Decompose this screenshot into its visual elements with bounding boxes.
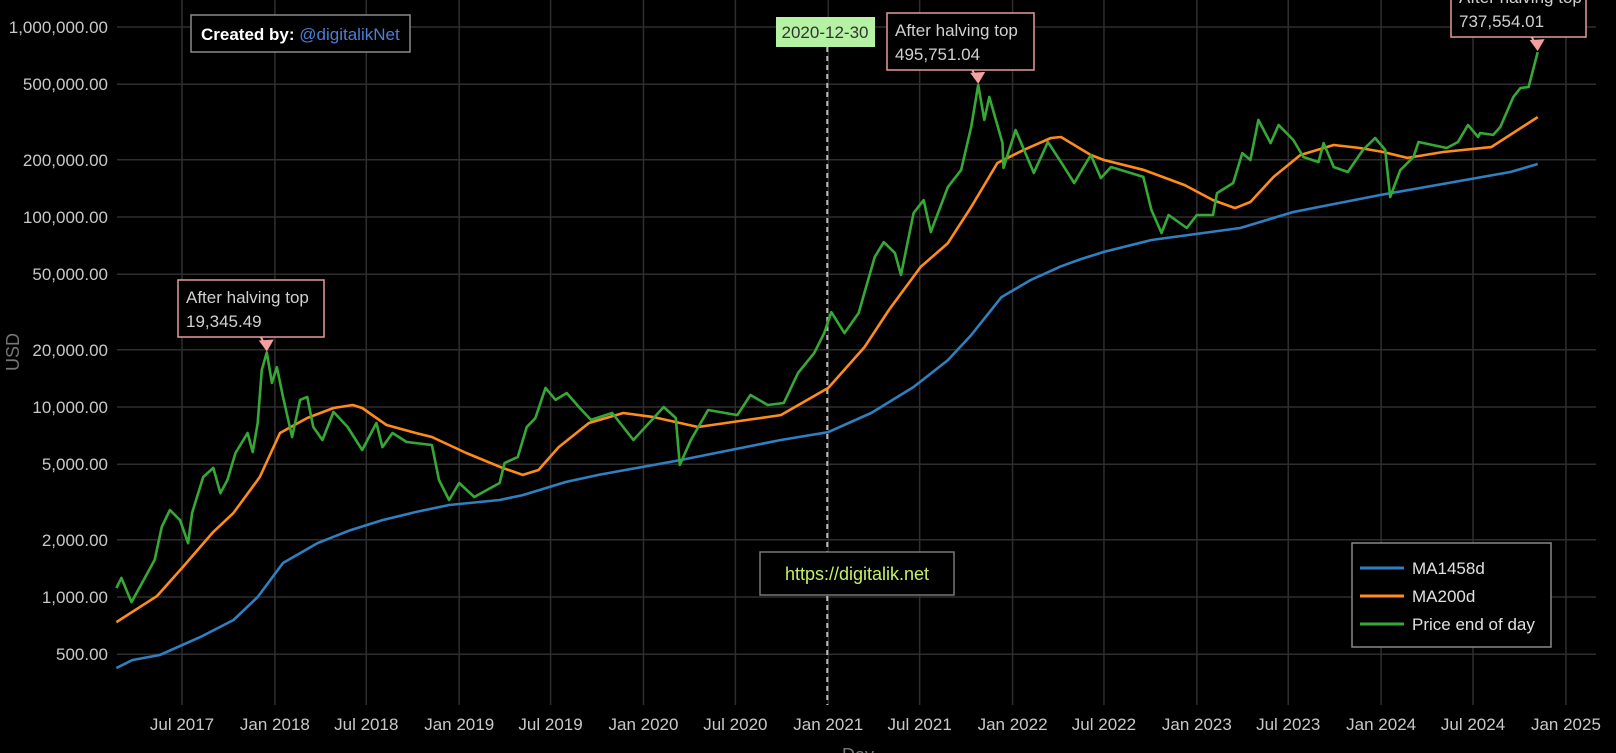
x-tick-label: Jul 2021: [888, 715, 952, 734]
x-axis-ticks: Jul 2017 Jan 2018 Jul 2018 Jan 2019 Jul 2019…: [150, 715, 1601, 734]
series-line-ma1458d: [115, 162, 1539, 670]
legend-label: MA1458d: [1412, 559, 1485, 578]
credit-box: Created by: @digitalikNet: [190, 14, 411, 53]
credit-handle[interactable]: @digitalikNet: [299, 25, 400, 44]
x-tick-label: Jan 2025: [1531, 715, 1601, 734]
x-tick-label: Jan 2020: [609, 715, 679, 734]
annotation-value: 495,751.04: [895, 45, 980, 64]
series-line-price-end-of-day: [115, 51, 1539, 604]
y-tick-label: 1,000,000.00: [9, 18, 108, 37]
y-axis-ticks: 1,000,000.00 500,000.00 200,000.00 100,000.…: [9, 18, 108, 664]
y-tick-label: 5,000.00: [42, 455, 108, 474]
x-tick-label: Jul 2020: [703, 715, 767, 734]
annotation-arrow-head: [258, 339, 274, 352]
y-axis-label: USD: [3, 333, 23, 371]
x-tick-label: Jul 2022: [1072, 715, 1136, 734]
annotation-box: [886, 12, 1035, 71]
y-tick-label: 50,000.00: [32, 265, 108, 284]
annotation-arrow-head: [970, 71, 986, 84]
x-tick-label: Jul 2018: [334, 715, 398, 734]
annotation-callout: After halving top 737,554.01: [1450, 0, 1587, 52]
legend-label: MA200d: [1412, 587, 1475, 606]
annotation-callout: After halving top 19,345.49: [177, 279, 325, 352]
annotation-value: 19,345.49: [186, 312, 262, 331]
legend: MA1458d MA200d Price end of day: [1351, 542, 1552, 648]
annotation-box: [1450, 0, 1587, 38]
grid: [117, 0, 1596, 705]
x-tick-label: Jul 2024: [1441, 715, 1505, 734]
annotation-title: After halving top: [1459, 0, 1582, 7]
y-tick-label: 500.00: [56, 645, 108, 664]
y-tick-label: 2,000.00: [42, 531, 108, 550]
vertical-marker-date: 2020-12-30: [782, 23, 869, 42]
x-tick-label: Jul 2023: [1256, 715, 1320, 734]
watermark-box: https://digitalik.net: [759, 551, 955, 596]
y-tick-label: 20,000.00: [32, 341, 108, 360]
annotation-title: After halving top: [895, 21, 1018, 40]
credit-prefix: Created by:: [201, 25, 295, 44]
series-line-ma200d: [115, 116, 1539, 624]
x-tick-label: Jan 2021: [793, 715, 863, 734]
x-tick-label: Jan 2022: [978, 715, 1048, 734]
y-tick-label: 500,000.00: [23, 75, 108, 94]
annotation-title: After halving top: [186, 288, 309, 307]
x-axis-label: Day: [842, 745, 874, 753]
annotation-callout: After halving top 495,751.04: [886, 12, 1035, 84]
legend-label: Price end of day: [1412, 615, 1535, 634]
series-lines: [115, 51, 1539, 670]
x-tick-label: Jan 2023: [1162, 715, 1232, 734]
svg-text:Created by: @digitalikNe: Created by: @digitalikNet: [201, 25, 400, 44]
x-tick-label: Jan 2018: [240, 715, 310, 734]
y-tick-label: 100,000.00: [23, 208, 108, 227]
x-tick-label: Jan 2024: [1346, 715, 1416, 734]
x-tick-label: Jul 2019: [518, 715, 582, 734]
x-tick-label: Jan 2019: [424, 715, 494, 734]
y-tick-label: 200,000.00: [23, 151, 108, 170]
watermark-url[interactable]: https://digitalik.net: [785, 564, 929, 584]
annotation-value: 737,554.01: [1459, 12, 1544, 31]
x-tick-label: Jul 2017: [150, 715, 214, 734]
annotation-box: [177, 279, 325, 338]
y-tick-label: 1,000.00: [42, 588, 108, 607]
annotation-arrow-head: [1529, 39, 1545, 52]
y-tick-label: 10,000.00: [32, 398, 108, 417]
vertical-marker-label: 2020-12-30: [776, 17, 875, 47]
